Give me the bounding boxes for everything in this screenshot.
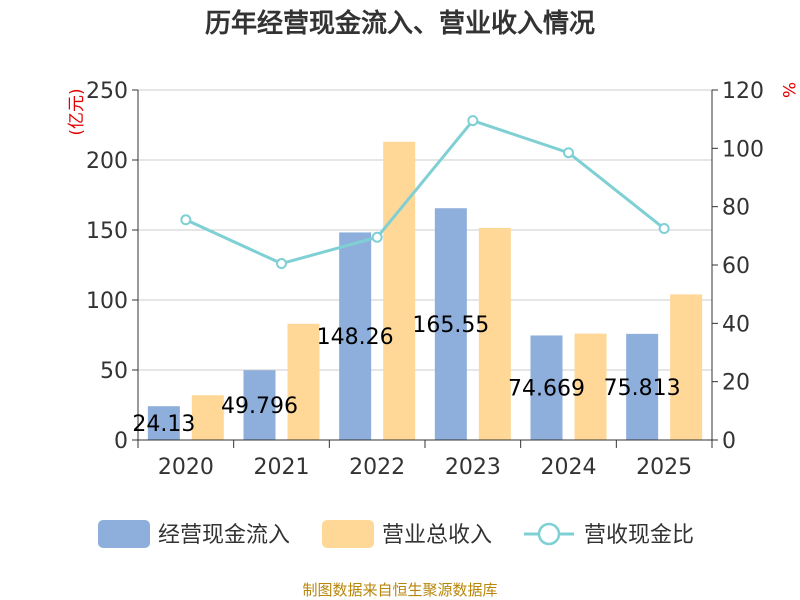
y2-tick-label: 20 — [722, 371, 750, 396]
bar-data-label: 148.26 — [317, 325, 394, 350]
y2-tick-label: 0 — [722, 429, 736, 454]
ratio-point — [563, 147, 574, 159]
bar-data-label: 49.796 — [221, 394, 298, 419]
ratio-point — [658, 223, 670, 235]
y2-tick-label: 120 — [722, 79, 764, 104]
bars-group — [147, 141, 703, 441]
legend-label: 营业总收入 — [382, 523, 492, 548]
bar-cash-inflow — [243, 370, 276, 440]
legend-marker — [537, 522, 561, 546]
y-tick-label: 250 — [86, 79, 128, 104]
legend: 经营现金流入 营业总收入 营收现金比 — [98, 520, 694, 548]
y-axis-unit-label: (亿元) — [67, 88, 87, 135]
source-note: 制图数据来自恒生聚源数据库 — [302, 581, 497, 599]
y-tick-label: 50 — [100, 359, 128, 384]
bar-cash-inflow — [147, 406, 180, 440]
bar-revenue — [478, 227, 511, 440]
x-tick-label: 2020 — [158, 455, 214, 480]
data-labels-group: 24.13 49.796 148.26 165.55 74.669 75.813 — [132, 313, 680, 437]
ratio-line-group — [180, 115, 670, 270]
x-tick-label: 2025 — [636, 455, 692, 480]
bar-revenue — [191, 395, 224, 440]
ratio-line — [185, 118, 666, 266]
ratio-point — [371, 231, 383, 243]
y-tick-label: 150 — [86, 219, 128, 244]
y2-tick-label: 40 — [722, 312, 750, 337]
bar-revenue — [287, 323, 320, 440]
bar-data-label: 74.669 — [508, 377, 585, 402]
bar-revenue — [574, 333, 607, 440]
chart-title: 历年经营现金流入、营业收入情况 — [205, 8, 595, 39]
y-tick-label: 200 — [86, 149, 128, 174]
x-tick-label: 2022 — [349, 455, 405, 480]
y-tick-label: 0 — [114, 429, 128, 454]
bar-cash-inflow — [339, 232, 372, 440]
ratio-point — [276, 258, 287, 270]
y2-axis-unit-label: % — [778, 82, 798, 98]
axes-group: 0 50 100 150 200 250 0 20 40 60 80 100 120 2020 2021 20… — [86, 79, 764, 480]
legend-swatch — [98, 520, 150, 548]
ratio-point — [467, 115, 479, 127]
bar-cash-inflow — [626, 333, 659, 440]
x-tick-label: 2021 — [254, 455, 310, 480]
bar-cash-inflow — [434, 208, 467, 440]
ratio-point — [180, 214, 192, 226]
legend-label: 经营现金流入 — [158, 523, 290, 548]
bar-data-label: 75.813 — [604, 376, 681, 401]
y2-tick-label: 100 — [722, 137, 764, 162]
bar-revenue — [670, 294, 703, 440]
y2-tick-label: 60 — [722, 254, 750, 279]
bar-data-label: 165.55 — [412, 313, 489, 338]
x-tick-label: 2024 — [541, 455, 597, 480]
legend-label: 营收现金比 — [584, 523, 694, 548]
bar-cash-inflow — [530, 335, 563, 440]
x-tick-label: 2023 — [445, 455, 501, 480]
bar-revenue — [383, 141, 416, 441]
legend-swatch — [322, 520, 374, 548]
y2-tick-label: 80 — [722, 196, 750, 221]
y-tick-label: 100 — [86, 289, 128, 314]
bar-data-label: 24.13 — [132, 412, 195, 437]
gridlines — [138, 89, 712, 371]
